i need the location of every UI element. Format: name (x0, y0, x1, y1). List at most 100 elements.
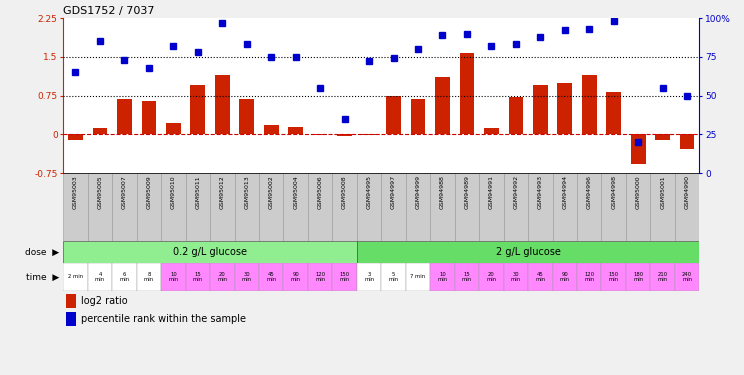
Bar (63, 263, 88, 291)
Text: dose  ▶: dose ▶ (25, 248, 60, 256)
Text: 90
min: 90 min (291, 272, 301, 282)
Bar (137, 263, 161, 291)
Bar (210, 263, 234, 291)
Text: 30
min: 30 min (242, 272, 251, 282)
Text: GSM95003: GSM95003 (73, 175, 78, 209)
Bar (362, 134, 376, 135)
Text: 6
min: 6 min (119, 272, 129, 282)
Bar (675, 263, 699, 291)
Bar (185, 173, 210, 241)
Bar (357, 241, 699, 263)
Text: 90
min: 90 min (559, 272, 570, 282)
Bar (112, 263, 137, 291)
Bar (234, 173, 259, 241)
Text: 150
min: 150 min (339, 272, 350, 282)
Text: 120
min: 120 min (315, 272, 325, 282)
Bar (283, 173, 308, 241)
Bar (166, 123, 181, 134)
Text: GSM94990: GSM94990 (684, 175, 690, 209)
Bar (283, 263, 308, 291)
Text: GSM95004: GSM95004 (293, 175, 298, 209)
Bar (528, 173, 553, 241)
Bar (528, 263, 553, 291)
Text: GSM94992: GSM94992 (513, 175, 519, 209)
Text: 15
min: 15 min (193, 272, 203, 282)
Text: GSM94988: GSM94988 (440, 175, 445, 209)
Text: GDS1752 / 7037: GDS1752 / 7037 (63, 6, 155, 16)
Text: GSM94997: GSM94997 (391, 175, 396, 209)
Bar (405, 263, 430, 291)
Bar (479, 173, 504, 241)
Bar (504, 173, 528, 241)
Text: GSM95012: GSM95012 (219, 175, 225, 209)
Bar (333, 263, 357, 291)
Text: GSM95000: GSM95000 (635, 175, 641, 208)
Text: GSM95011: GSM95011 (196, 175, 200, 208)
Bar (411, 99, 426, 134)
Bar (337, 134, 352, 136)
Text: 4
min: 4 min (95, 272, 105, 282)
Bar (92, 128, 107, 134)
Text: 45
min: 45 min (535, 272, 545, 282)
Bar (655, 134, 670, 141)
Bar (66, 294, 76, 308)
Text: GSM94993: GSM94993 (538, 175, 543, 209)
Bar (63, 173, 88, 241)
Bar (259, 263, 283, 291)
Text: GSM95013: GSM95013 (244, 175, 249, 209)
Bar (460, 53, 474, 134)
Bar (680, 134, 694, 149)
Bar (308, 173, 333, 241)
Bar (631, 134, 646, 164)
Text: GSM94995: GSM94995 (367, 175, 371, 209)
Bar (63, 241, 357, 263)
Bar (141, 100, 156, 134)
Bar (405, 173, 430, 241)
Bar (582, 75, 597, 134)
Bar (557, 82, 572, 134)
Text: 150
min: 150 min (609, 272, 619, 282)
Bar (533, 85, 548, 134)
Text: 0.2 g/L glucose: 0.2 g/L glucose (173, 247, 247, 257)
Bar (577, 263, 601, 291)
Bar (577, 173, 601, 241)
Text: GSM94996: GSM94996 (587, 175, 591, 209)
Text: GSM95007: GSM95007 (122, 175, 127, 209)
Text: 15
min: 15 min (462, 272, 472, 282)
Text: 3
min: 3 min (364, 272, 374, 282)
Text: 7 min: 7 min (411, 274, 426, 279)
Bar (234, 263, 259, 291)
Text: 240
min: 240 min (682, 272, 692, 282)
Text: 2 g/L glucose: 2 g/L glucose (496, 247, 560, 257)
Text: 8
min: 8 min (144, 272, 154, 282)
Bar (455, 173, 479, 241)
Bar (430, 263, 455, 291)
Text: 45
min: 45 min (266, 272, 276, 282)
Bar (650, 173, 675, 241)
Text: GSM94994: GSM94994 (562, 175, 567, 209)
Bar (435, 77, 450, 134)
Bar (601, 263, 626, 291)
Bar (137, 173, 161, 241)
Bar (68, 134, 83, 141)
Text: 180
min: 180 min (633, 272, 644, 282)
Bar (382, 263, 405, 291)
Bar (264, 125, 278, 134)
Bar (190, 85, 205, 134)
Text: 5
min: 5 min (388, 272, 399, 282)
Text: GSM95010: GSM95010 (171, 175, 176, 208)
Text: GSM94991: GSM94991 (489, 175, 494, 209)
Bar (161, 173, 185, 241)
Bar (626, 263, 650, 291)
Text: GSM94989: GSM94989 (464, 175, 469, 209)
Text: 10
min: 10 min (168, 272, 179, 282)
Bar (484, 128, 498, 134)
Bar (289, 126, 303, 134)
Bar (66, 312, 76, 326)
Text: 20
min: 20 min (217, 272, 228, 282)
Text: GSM94998: GSM94998 (612, 175, 616, 209)
Bar (553, 173, 577, 241)
Text: percentile rank within the sample: percentile rank within the sample (81, 314, 246, 324)
Text: GSM95009: GSM95009 (147, 175, 151, 209)
Bar (606, 92, 621, 134)
